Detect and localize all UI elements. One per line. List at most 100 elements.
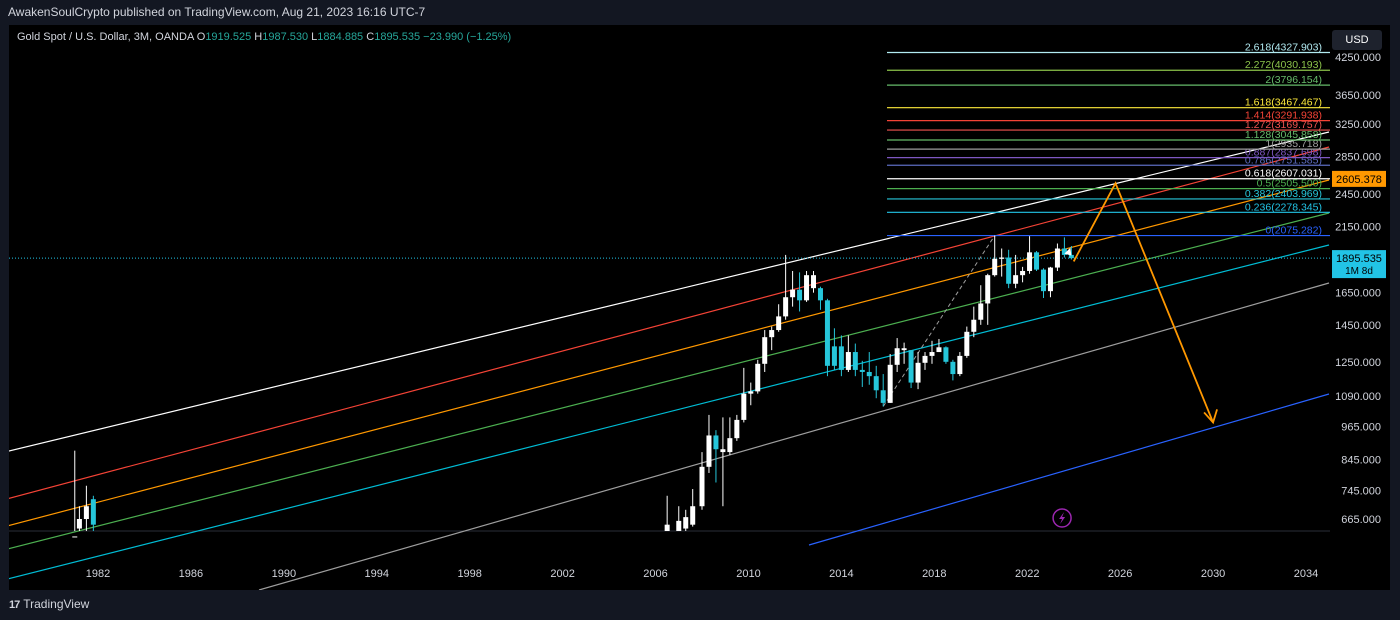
candle-body [769,330,775,338]
x-axis-tick-label: 2022 [1015,568,1039,580]
candle-body [859,369,865,372]
trend-channel-line [808,393,1330,546]
publisher-text: AwakenSoulCrypto published on TradingVie… [8,5,426,19]
y-axis-tick-label: 1090.000 [1335,391,1381,403]
y-axis-tick-label: 1250.000 [1335,357,1381,369]
candle-body [1020,270,1026,276]
candle-body [683,517,689,529]
candle-body [811,275,817,289]
x-axis-tick-label: 1994 [365,568,389,580]
x-axis-tick-label: 2006 [643,568,667,580]
drawing-anchor-icon [1064,247,1072,256]
close-value: 1895.535 [374,31,421,43]
candle-body [762,337,768,364]
candle-body [727,438,733,453]
x-axis-tick-label: 1998 [457,568,481,580]
chart-panel[interactable]: 0(2075.282) 0.236(2278.345) 0.382(2403.969… [9,25,1390,590]
candle-body [887,364,893,403]
trend-channel-line [9,146,1330,499]
fib-anchor-dashed [882,235,996,407]
y-axis-tick-label: 3650.000 [1335,90,1381,102]
candle-body [76,519,82,529]
y-axis-tick-label: 665.000 [1341,514,1381,526]
candle-body [852,352,858,370]
candle-body [978,303,984,320]
projection-arrowhead [1203,409,1218,425]
x-axis-tick-label: 2030 [1201,568,1225,580]
candle-body [776,316,782,331]
chart-svg[interactable]: 0(2075.282) 0.236(2278.345)0.382(2403.969… [9,25,1390,590]
x-axis-tick-label: 2010 [736,568,760,580]
x-axis-tick-label: 1986 [179,568,203,580]
candle-body [804,275,810,301]
candle-body [894,348,900,365]
candle-body [964,331,970,356]
candle-body [720,449,726,453]
y-axis-tick-label: 745.000 [1341,486,1381,498]
open-value: 1919.525 [205,31,252,43]
x-axis-tick-label: 2018 [922,568,946,580]
candle-body [873,376,879,391]
candle-body [880,390,886,403]
event-lightning-icon [1052,508,1072,528]
candle-body [915,362,921,383]
candle-body [734,419,740,439]
candle-body [908,350,914,383]
candle-body [1013,275,1019,284]
candle-body [783,297,789,317]
trend-channel-line [258,282,1330,590]
candle-body [1006,257,1012,284]
y-axis-tick-label: 1450.000 [1335,320,1381,332]
high-label: H [254,31,263,43]
candle-body [1040,269,1046,292]
candle-body [741,393,747,420]
currency-button[interactable]: USD [1332,30,1382,50]
candle-body [790,289,796,298]
fib-level-label: 1.272(3169.757) [1245,119,1322,131]
candle-body [699,466,705,507]
candle-body [943,347,949,362]
candle-body [985,275,991,304]
x-axis-tick-label: 2002 [550,568,574,580]
fib-level-label: 0.5(2505.500) [1257,178,1322,190]
candle-body [999,257,1005,259]
trend-channel-line [9,131,1330,452]
projection-path [1072,181,1214,423]
candle-body [83,506,89,519]
high-value: 1987.530 [262,31,309,43]
footer-bar: 17 TradingView [0,590,1400,619]
y-axis-tick-label: 2150.000 [1335,222,1381,234]
y-axis-tick-label: 965.000 [1341,421,1381,433]
candle-body [866,371,872,377]
trend-channel-line [9,244,1330,580]
fib-level-label: 1.128(3045.858) [1245,129,1322,141]
candle-body [838,346,844,370]
candle-body [1054,248,1060,268]
brand-text: TradingView [23,597,90,611]
symbol-name: Gold Spot / U.S. Dollar, 3M, OANDA [17,31,194,43]
current-price-sublabel: 1M 8d [1345,266,1373,277]
candle-body [706,435,712,467]
change-value: −23.990 (−1.25%) [423,31,512,43]
highlight-price-tag [1332,170,1386,187]
x-axis-tick-label: 2026 [1108,568,1132,580]
fib-level-label: 0.382(2403.969) [1245,188,1322,200]
candle-body [817,288,823,301]
lightning-glyph [1059,512,1066,524]
fib-level-label: 2.272(4030.193) [1245,59,1322,71]
low-label: L [311,31,318,43]
low-value: 1884.885 [317,31,364,43]
candle-body [755,363,761,392]
current-price-label: 1895.535 [1336,253,1382,265]
candle-body [922,355,928,363]
candle-body [929,352,935,356]
candle-body [957,355,963,375]
close-label: C [366,31,375,43]
symbol-legend: Gold Spot / U.S. Dollar, 3M, OANDA O1919… [17,31,511,43]
fib-level-label: 0.236(2278.345) [1245,201,1322,213]
candle-body [748,391,754,394]
candle-body [992,258,998,276]
open-label: O [196,31,206,43]
trend-channel-line [9,212,1330,550]
fib-level-label: 1(2935.718) [1265,138,1322,150]
